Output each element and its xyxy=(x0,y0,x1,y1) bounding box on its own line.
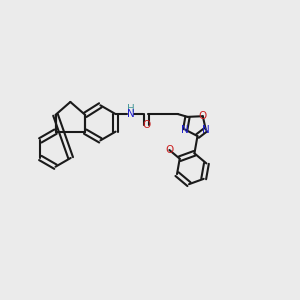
Text: O: O xyxy=(199,111,207,121)
Text: O: O xyxy=(165,145,173,155)
Text: H: H xyxy=(127,104,134,114)
Text: N: N xyxy=(127,109,134,119)
Text: N: N xyxy=(202,125,210,135)
Text: N: N xyxy=(182,125,189,135)
Text: O: O xyxy=(142,120,151,130)
